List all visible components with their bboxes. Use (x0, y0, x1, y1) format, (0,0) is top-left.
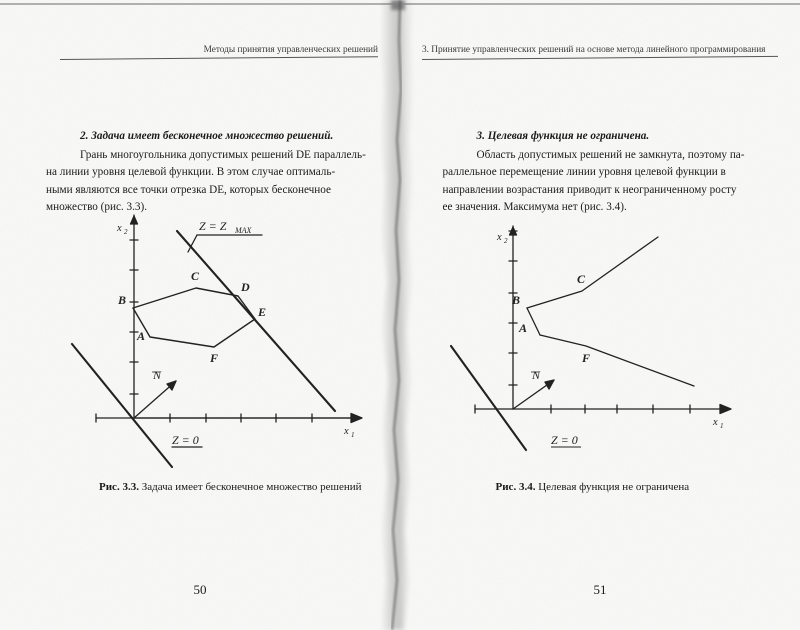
svg-text:Z = 0: Z = 0 (172, 433, 199, 447)
svg-text:2: 2 (504, 237, 508, 245)
svg-text:F: F (581, 351, 590, 365)
svg-text:1: 1 (351, 431, 355, 439)
svg-text:B: B (511, 293, 520, 307)
svg-text:MAX: MAX (234, 226, 253, 235)
svg-text:x: x (712, 417, 718, 428)
svg-text:F: F (209, 351, 218, 365)
svg-text:D: D (240, 280, 250, 294)
svg-text:x: x (116, 223, 122, 234)
svg-text:1: 1 (720, 422, 724, 430)
svg-text:x: x (343, 426, 349, 437)
svg-text:2: 2 (124, 228, 128, 236)
svg-text:N: N (152, 368, 162, 382)
svg-text:C: C (577, 272, 586, 286)
svg-text:Z = 0: Z = 0 (551, 433, 578, 447)
svg-text:B: B (117, 293, 126, 307)
svg-text:N: N (531, 368, 541, 382)
svg-text:A: A (136, 329, 145, 343)
svg-text:A: A (518, 321, 527, 335)
svg-text:Z = Z: Z = Z (199, 219, 227, 233)
svg-text:C: C (191, 269, 200, 283)
svg-text:x: x (496, 232, 502, 243)
svg-text:E: E (257, 305, 266, 319)
